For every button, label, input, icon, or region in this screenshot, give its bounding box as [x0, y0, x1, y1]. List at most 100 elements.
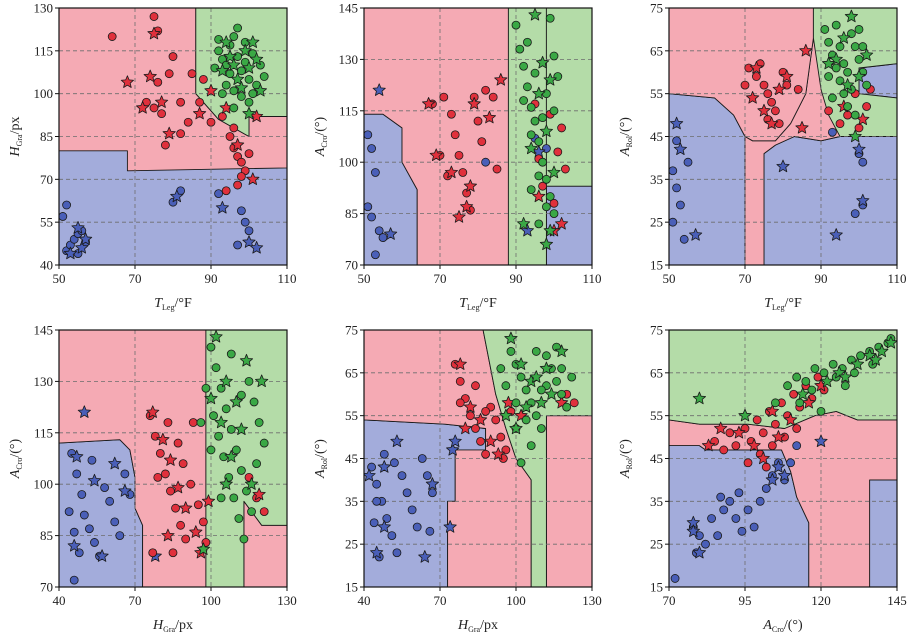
point-red-circle — [176, 129, 186, 139]
point-red-circle — [198, 74, 208, 84]
point-blue-circle — [850, 209, 860, 219]
x-axis-label: HGra/px — [152, 618, 193, 634]
point-blue-circle — [100, 483, 109, 493]
y-axis-label-sub: Cro — [320, 136, 329, 148]
y-axis-label-unit: /(°) — [8, 438, 23, 457]
point-blue-star — [856, 193, 870, 207]
point-red-circle — [446, 109, 456, 119]
y-tick-label: 115 — [34, 43, 53, 58]
point-green-circle — [549, 51, 559, 61]
point-red-star — [163, 453, 178, 466]
point-red-star — [171, 480, 185, 494]
point-green-star — [504, 331, 518, 345]
point-red-circle — [549, 198, 559, 208]
point-red-circle — [195, 97, 205, 107]
point-red-circle — [439, 92, 449, 102]
point-red-circle — [752, 72, 761, 81]
y-axis-label-main: A — [313, 147, 328, 157]
point-blue-star — [425, 477, 439, 490]
point-green-star — [223, 49, 237, 63]
point-blue-circle — [402, 488, 412, 498]
point-red-circle — [767, 441, 777, 451]
point-blue-star — [777, 468, 792, 482]
point-blue-star — [77, 405, 91, 418]
x-axis-label-main: A — [762, 618, 772, 633]
y-axis-label-unit: /px — [8, 116, 23, 134]
point-green-star — [519, 400, 533, 413]
point-blue-circle — [719, 505, 729, 515]
point-green-circle — [217, 89, 227, 99]
point-red-circle — [843, 110, 852, 120]
point-red-circle — [862, 102, 871, 111]
point-red-circle — [771, 419, 780, 429]
point-green-circle — [538, 113, 547, 123]
point-red-star — [494, 73, 508, 86]
x-tick-label: 70 — [739, 271, 752, 286]
point-green-circle — [516, 372, 526, 382]
point-blue-star — [673, 142, 687, 156]
y-axis-label-main: A — [8, 469, 23, 479]
point-blue-circle — [716, 492, 726, 502]
point-green-circle — [196, 418, 206, 427]
point-blue-star — [771, 460, 786, 473]
point-red-circle — [763, 89, 773, 99]
point-red-star — [555, 216, 569, 230]
point-blue-circle — [734, 488, 744, 498]
point-green-circle — [229, 493, 239, 503]
point-red-circle — [473, 116, 483, 126]
point-blue-circle — [792, 441, 802, 451]
y-tick-label: 85 — [40, 129, 53, 144]
subplot-5: 40 70 100 130 15 25 35 45 55 65 75 HGra/px ARol/(°) — [313, 323, 602, 635]
point-green-circle — [236, 466, 246, 475]
point-green-circle — [214, 35, 224, 44]
point-green-circle — [549, 106, 559, 116]
y-tick-label: 25 — [650, 537, 663, 552]
y-tick-label: 15 — [650, 580, 663, 595]
point-blue-star — [63, 246, 77, 260]
point-green-circle — [221, 404, 231, 414]
y-axis-label: ARol/(°) — [618, 117, 634, 157]
point-green-circle — [567, 372, 577, 382]
point-blue-circle — [676, 200, 685, 210]
x-axis-label-unit: /°F — [479, 296, 496, 311]
plot-area — [669, 8, 897, 265]
y-tick-label: 100 — [339, 155, 359, 170]
point-green-circle — [216, 493, 226, 503]
point-red-circle — [157, 109, 167, 119]
point-green-circle — [221, 80, 231, 90]
y-axis-label: ARol/(°) — [618, 439, 634, 479]
point-red-circle — [767, 97, 776, 107]
point-red-circle — [465, 411, 475, 421]
point-red-circle — [153, 472, 163, 482]
point-red-circle — [221, 186, 231, 196]
point-blue-circle — [369, 518, 379, 528]
point-green-star — [547, 165, 561, 179]
point-blue-circle — [786, 458, 795, 468]
point-red-star — [467, 97, 481, 110]
point-blue-star — [372, 83, 386, 96]
point-green-circle — [236, 92, 246, 101]
point-red-circle — [481, 449, 491, 459]
point-red-star — [795, 121, 809, 134]
plot-area — [59, 330, 287, 587]
point-green-circle — [531, 347, 541, 356]
point-blue-circle — [379, 449, 389, 459]
subplot-1: 50 70 90 110 40 55 70 85 100 115 130 TLeg/°F HGra/px — [8, 1, 297, 313]
point-green-circle — [226, 349, 236, 359]
point-green-star — [539, 361, 553, 375]
point-blue-circle — [828, 127, 837, 137]
point-green-star — [244, 477, 259, 490]
x-tick-label: 110 — [277, 271, 296, 286]
x-axis-label-main: T — [459, 296, 468, 311]
point-blue-star — [814, 434, 828, 448]
point-blue-circle — [90, 538, 99, 547]
point-red-circle — [236, 172, 246, 181]
y-tick-label: 65 — [650, 365, 663, 380]
y-tick-label: 100 — [34, 477, 54, 492]
point-red-star — [765, 404, 779, 418]
point-green-circle — [523, 37, 532, 47]
point-green-circle — [206, 445, 216, 455]
x-tick-label: 90 — [510, 271, 523, 286]
x-axis-label-sub: Cro — [772, 625, 784, 634]
point-green-star — [738, 408, 752, 422]
